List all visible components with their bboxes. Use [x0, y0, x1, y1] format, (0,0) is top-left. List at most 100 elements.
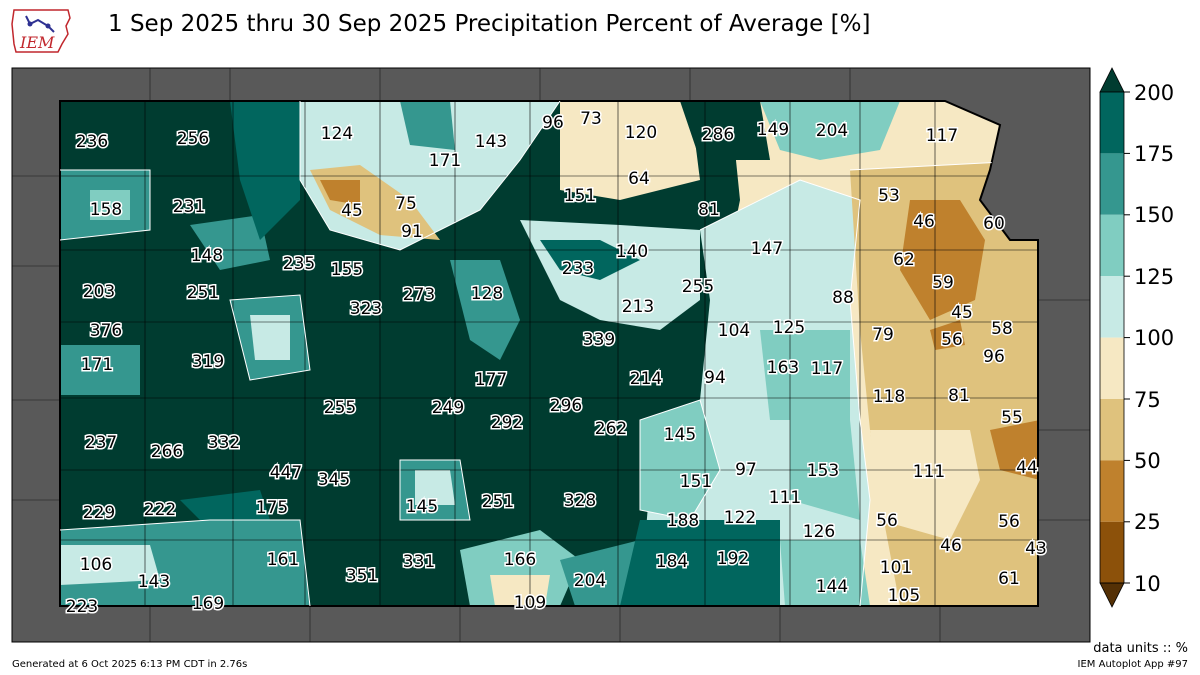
- value-label: 81: [948, 386, 970, 406]
- colorbar-band: [1100, 153, 1124, 215]
- colorbar-band: [1100, 214, 1124, 277]
- value-label: 148: [191, 246, 223, 266]
- autoplot-app-label: IEM Autoplot App #97: [1077, 659, 1188, 670]
- value-label: 249: [432, 398, 464, 418]
- value-label: 286: [702, 125, 734, 145]
- value-label: 117: [811, 359, 843, 379]
- value-label: 88: [832, 288, 854, 308]
- value-label: 73: [580, 109, 602, 129]
- value-label: 204: [574, 571, 606, 591]
- colorbar-tick-label: 175: [1134, 142, 1174, 166]
- value-label: 56: [876, 511, 898, 531]
- value-label: 323: [350, 299, 382, 319]
- colorbar: 200 175 150 125 100 75 50 25 10: [1099, 67, 1174, 608]
- value-label: 60: [983, 214, 1005, 234]
- value-label: 192: [717, 549, 749, 569]
- value-label: 177: [475, 370, 507, 390]
- value-label: 145: [664, 425, 696, 445]
- colorbar-band: [1100, 276, 1124, 338]
- value-label: 143: [475, 132, 507, 152]
- value-label: 328: [564, 491, 596, 511]
- colorbar-tick-label: 100: [1134, 326, 1174, 350]
- value-label: 59: [932, 273, 954, 293]
- value-label: 319: [192, 352, 224, 372]
- value-label: 213: [622, 297, 654, 317]
- value-label: 175: [256, 498, 288, 518]
- colorbar-band: [1100, 92, 1124, 154]
- county-lines: [60, 101, 1038, 606]
- value-label: 351: [346, 566, 378, 586]
- value-label: 151: [564, 186, 596, 206]
- iem-logo: IEM: [11, 9, 71, 53]
- colorbar-tick-label: 75: [1134, 388, 1161, 412]
- generated-timestamp: Generated at 6 Oct 2025 6:13 PM CDT in 2…: [12, 659, 248, 670]
- value-label: 62: [893, 250, 915, 270]
- colorbar-under-arrow: [1099, 582, 1125, 608]
- value-label: 251: [187, 283, 219, 303]
- page-title: 1 Sep 2025 thru 30 Sep 2025 Precipitatio…: [108, 11, 871, 37]
- value-label: 171: [429, 151, 461, 171]
- state-border: [59, 100, 1039, 607]
- value-label: 151: [680, 472, 712, 492]
- data-units-label: data units :: %: [1093, 641, 1188, 656]
- value-label: 161: [267, 550, 299, 570]
- value-label: 155: [331, 260, 363, 280]
- value-label: 124: [321, 124, 353, 144]
- value-label: 149: [757, 120, 789, 140]
- value-label: 140: [616, 242, 648, 262]
- value-label: 118: [873, 387, 905, 407]
- value-label: 237: [85, 433, 117, 453]
- value-label: 163: [767, 358, 799, 378]
- value-label: 104: [718, 321, 750, 341]
- value-label: 256: [177, 129, 209, 149]
- value-label: 231: [173, 197, 205, 217]
- value-label: 158: [90, 200, 122, 220]
- value-label: 43: [1025, 539, 1047, 559]
- value-label: 79: [872, 325, 894, 345]
- value-label: 58: [991, 319, 1013, 339]
- value-label: 339: [583, 330, 615, 350]
- value-label: 111: [769, 488, 801, 508]
- colorbar-tick-label: 25: [1134, 510, 1161, 534]
- value-label: 122: [724, 508, 756, 528]
- value-label: 44: [1016, 458, 1038, 478]
- value-label: 101: [880, 558, 912, 578]
- value-label: 106: [80, 555, 112, 575]
- value-label: 255: [682, 277, 714, 297]
- value-label: 223: [66, 597, 98, 617]
- value-label: 229: [83, 503, 115, 523]
- colorbar-band: [1100, 521, 1124, 583]
- colorbar-band: [1100, 460, 1124, 522]
- value-label: 56: [941, 330, 963, 350]
- value-label: 184: [656, 552, 688, 572]
- value-label: 56: [998, 512, 1020, 532]
- value-label: 251: [482, 492, 514, 512]
- value-label: 55: [1001, 408, 1023, 428]
- colorbar-tick-label: 150: [1134, 203, 1174, 227]
- value-label: 236: [76, 132, 108, 152]
- colorbar-tick-label: 50: [1134, 449, 1161, 473]
- value-label: 45: [951, 303, 973, 323]
- value-label: 266: [151, 442, 183, 462]
- value-label: 203: [83, 282, 115, 302]
- value-label: 376: [90, 321, 122, 341]
- value-label: 144: [816, 577, 848, 597]
- value-label: 75: [395, 194, 417, 214]
- value-label: 64: [628, 169, 650, 189]
- value-label: 296: [550, 396, 582, 416]
- value-label: 255: [324, 398, 356, 418]
- value-label: 46: [940, 536, 962, 556]
- value-label: 171: [81, 355, 113, 375]
- value-label: 61: [998, 569, 1020, 589]
- value-label: 235: [283, 254, 315, 274]
- value-label: 91: [401, 222, 423, 242]
- value-label: 105: [888, 586, 920, 606]
- value-label: 147: [751, 239, 783, 259]
- value-label: 332: [208, 433, 240, 453]
- value-label: 447: [270, 463, 302, 483]
- value-label: 117: [926, 126, 958, 146]
- colorbar-tick-label: 200: [1134, 81, 1174, 105]
- value-label: 169: [192, 594, 224, 614]
- station-values: 236 256 124 171 143 96 73 120 286 149 20…: [64, 108, 1048, 619]
